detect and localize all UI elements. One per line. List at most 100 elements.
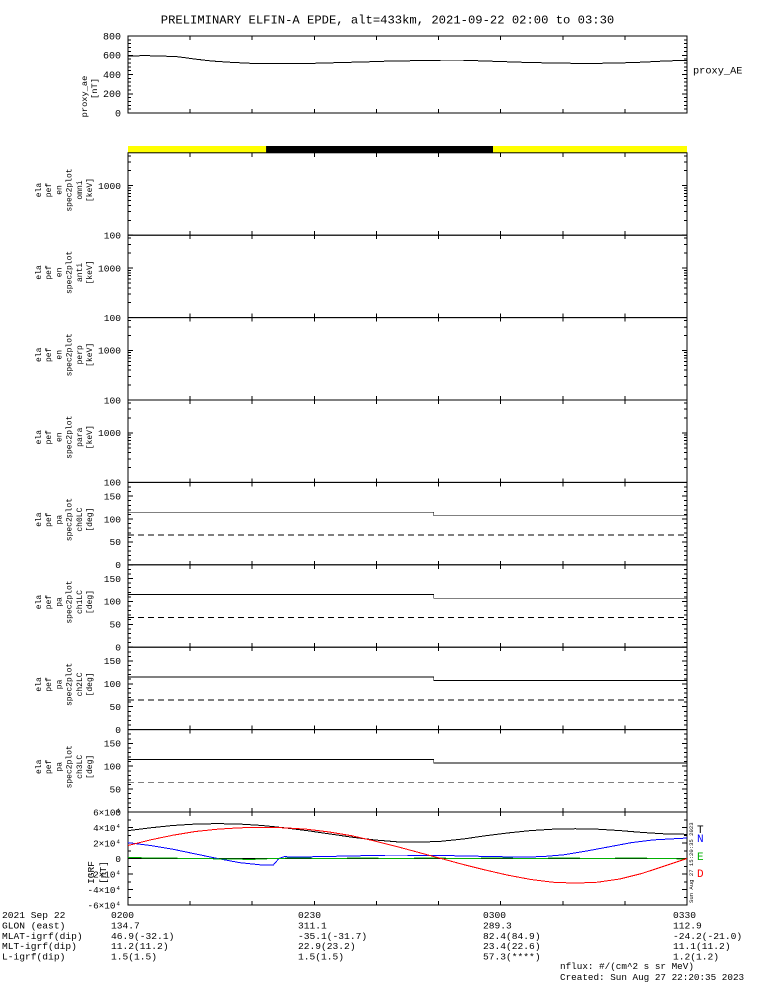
svg-text:0: 0 [115,725,121,736]
svg-text:100: 100 [104,478,122,489]
svg-text:Sun Aug 27 15:20:35 2023: Sun Aug 27 15:20:35 2023 [688,822,695,903]
svg-text:100: 100 [104,679,122,690]
svg-text:D: D [697,869,704,881]
svg-text:[deg]: [deg] [86,672,95,696]
svg-text:0: 0 [115,643,121,654]
svg-text:0: 0 [115,560,121,571]
svg-text:MLAT-igrf(dip): MLAT-igrf(dip) [2,931,83,942]
svg-text:200: 200 [103,90,121,101]
svg-text:1000: 1000 [98,428,121,439]
svg-text:pef: pef [45,759,54,774]
svg-text:-4×10⁴: -4×10⁴ [88,885,121,896]
svg-text:100: 100 [104,231,122,242]
svg-text:150: 150 [104,656,122,667]
svg-text:134.7: 134.7 [111,920,140,931]
svg-text:50: 50 [109,537,121,548]
svg-text:57.3(****): 57.3(****) [483,952,541,963]
svg-text:ch3LC: ch3LC [76,755,85,779]
svg-text:pef: pef [45,430,54,445]
svg-text:ch2LC: ch2LC [76,672,85,696]
svg-text:11.2(11.2): 11.2(11.2) [111,941,169,952]
svg-text:MLT-igrf(dip): MLT-igrf(dip) [2,941,77,952]
svg-text:ela: ela [35,759,44,774]
svg-text:spec2plot: spec2plot [66,416,75,459]
svg-text:pa: pa [55,762,64,772]
svg-text:spec2plot: spec2plot [66,168,75,211]
svg-text:anti: anti [76,263,85,282]
svg-text:pa: pa [55,679,64,689]
svg-text:ch0LC: ch0LC [76,507,85,531]
svg-text:pa: pa [55,597,64,607]
svg-text:[keV]: [keV] [86,425,95,449]
svg-text:2×10⁴: 2×10⁴ [93,838,121,849]
svg-text:100: 100 [104,762,122,773]
svg-text:-35.1(-31.7): -35.1(-31.7) [298,931,367,942]
svg-text:100: 100 [104,395,122,406]
svg-text:289.3: 289.3 [483,920,512,931]
svg-text:PRELIMINARY ELFIN-A EPDE, alt=: PRELIMINARY ELFIN-A EPDE, alt=433km, 202… [161,14,614,28]
svg-text:spec2plot: spec2plot [66,580,75,623]
svg-text:150: 150 [104,574,122,585]
svg-text:22.9(23.2): 22.9(23.2) [298,941,356,952]
svg-text:1000: 1000 [98,346,121,357]
svg-text:pef: pef [45,595,54,610]
svg-text:nflux: #/(cm^2 s sr MeV): nflux: #/(cm^2 s sr MeV) [560,961,694,972]
svg-text:spec2plot: spec2plot [66,333,75,376]
svg-text:1000: 1000 [98,181,121,192]
svg-text:0200: 0200 [111,910,134,921]
svg-text:2021 Sep 22: 2021 Sep 22 [2,910,66,921]
svg-text:en: en [55,267,64,277]
svg-text:pef: pef [45,183,54,198]
svg-text:ela: ela [35,183,44,198]
svg-text:400: 400 [103,71,121,82]
svg-text:spec2plot: spec2plot [66,498,75,541]
svg-text:L-igrf(dip): L-igrf(dip) [2,952,65,963]
svg-text:-24.2(-21.0): -24.2(-21.0) [673,931,742,942]
svg-text:omni: omni [76,180,85,199]
svg-text:Created: Sun Aug 27 22:20:35 2: Created: Sun Aug 27 22:20:35 2023 [560,972,744,983]
svg-text:46.9(-32.1): 46.9(-32.1) [111,931,174,942]
svg-text:[deg]: [deg] [86,508,95,532]
svg-text:N: N [697,834,704,846]
svg-text:50: 50 [109,620,121,631]
svg-text:23.4(22.6): 23.4(22.6) [483,941,541,952]
svg-text:spec2plot: spec2plot [66,663,75,706]
svg-text:IGRF: IGRF [86,861,97,884]
svg-text:112.9: 112.9 [673,920,702,931]
svg-text:82.4(84.9): 82.4(84.9) [483,931,541,942]
svg-text:E: E [697,852,704,864]
svg-text:perp: perp [76,345,85,364]
svg-text:[keV]: [keV] [86,178,95,202]
svg-text:6×10⁴: 6×10⁴ [93,807,121,818]
svg-text:proxy_ae: proxy_ae [80,76,90,118]
svg-text:ela: ela [35,430,44,445]
svg-text:spec2plot: spec2plot [66,745,75,788]
svg-text:para: para [76,427,85,446]
svg-text:ela: ela [35,677,44,692]
svg-text:pef: pef [45,512,54,527]
svg-text:[deg]: [deg] [86,755,95,779]
svg-text:600: 600 [103,52,121,63]
svg-text:0: 0 [115,109,121,120]
svg-text:pa: pa [55,515,64,525]
svg-text:100: 100 [104,514,122,525]
svg-text:100: 100 [104,597,122,608]
svg-text:pef: pef [45,265,54,280]
svg-text:spec2plot: spec2plot [66,251,75,294]
svg-text:100: 100 [104,313,122,324]
svg-text:ela: ela [35,595,44,610]
svg-text:[deg]: [deg] [86,590,95,614]
svg-text:[nT]: [nT] [90,78,100,99]
svg-text:4×10⁴: 4×10⁴ [93,823,121,834]
svg-text:1000: 1000 [98,263,121,274]
svg-text:[keV]: [keV] [86,343,95,367]
svg-text:pef: pef [45,347,54,362]
svg-text:ela: ela [35,265,44,280]
svg-text:1.5(1.5): 1.5(1.5) [298,952,344,963]
svg-text:[nT]: [nT] [98,861,109,884]
svg-text:800: 800 [103,32,121,43]
svg-text:en: en [55,350,64,360]
svg-text:0230: 0230 [298,910,321,921]
svg-text:150: 150 [104,491,122,502]
svg-text:en: en [55,432,64,442]
